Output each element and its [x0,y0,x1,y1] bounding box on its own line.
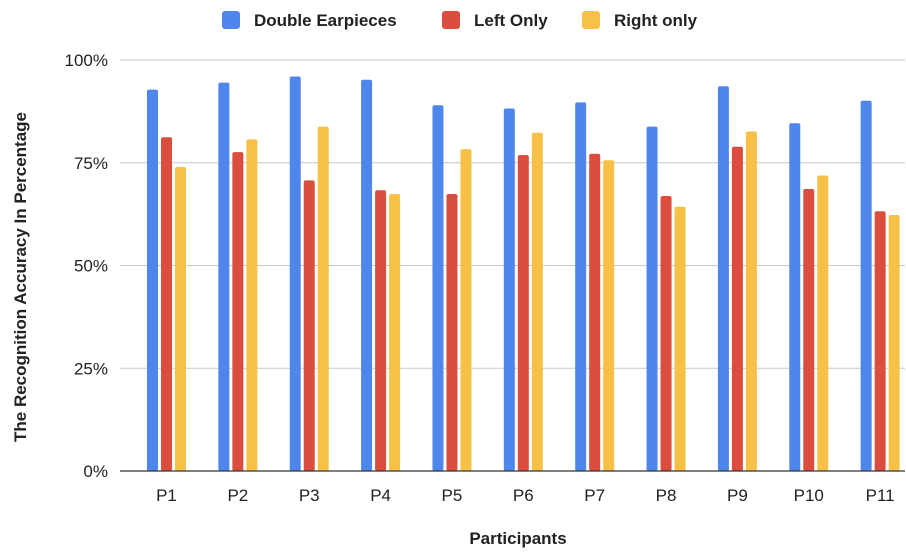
x-tick-label: P9 [727,486,748,505]
legend-swatch [442,11,460,29]
bar-right-only-p1 [175,166,186,472]
x-tick-label: P5 [442,486,463,505]
bar-double-earpieces-p4 [361,79,373,471]
y-tick-label: 0% [83,462,108,481]
bar-left-only-p3 [303,180,315,471]
bar-left-only-p10 [803,189,815,471]
legend-swatch [582,11,600,29]
x-tick-label: P6 [513,486,534,505]
x-tick-label: P1 [156,486,177,505]
y-tick-label: 100% [65,51,108,70]
x-tick-label: P4 [370,486,391,505]
bar-left-only-p5 [446,193,458,471]
legend-label: Left Only [474,11,548,30]
x-axis-ticks: P1 P2 P3 P4 P5 P6 P7 P8 P9 P10 P11 [156,486,895,505]
bar-right-only-p9 [745,131,757,471]
bar-left-only-p4 [375,190,387,472]
legend-label: Right only [614,11,698,30]
x-axis-title: Participants [469,529,566,548]
bar-right-only-p3 [317,126,329,471]
bar-double-earpieces-p8 [646,126,658,471]
bar-double-earpieces-p6 [503,108,515,472]
bar-double-earpieces-p1 [147,89,158,471]
bar-double-earpieces-p7 [575,102,587,471]
bar-right-only-p11 [888,214,900,471]
bar-double-earpieces-p11 [860,100,872,472]
bar-double-earpieces-p2 [218,82,230,471]
x-tick-label: P11 [866,486,895,505]
x-tick-label: P7 [584,486,605,505]
bar-left-only-p1 [161,137,172,471]
y-tick-label: 50% [74,257,108,276]
bar-left-only-p2 [232,152,244,471]
bar-right-only-p2 [246,139,258,471]
bar-double-earpieces-p9 [717,86,729,471]
legend: Double Earpieces Left Only Right only [222,11,698,30]
bar-left-only-p8 [660,196,672,471]
y-axis-title: The Recognition Accuracy In Percentage [11,112,30,442]
y-axis-ticks: 0% 25% 50% 75% 100% [65,51,108,481]
y-tick-label: 75% [74,154,108,173]
bar-right-only-p8 [674,206,686,472]
bar-right-only-p4 [389,193,401,471]
bars [147,76,900,472]
bar-right-only-p7 [603,160,615,471]
legend-label: Double Earpieces [254,11,397,30]
legend-swatch [222,11,240,29]
bar-left-only-p6 [517,154,529,472]
bar-left-only-p11 [874,211,886,472]
x-tick-label: P8 [656,486,677,505]
bar-right-only-p10 [817,175,829,471]
bar-left-only-p9 [731,146,743,471]
bar-right-only-p6 [531,132,543,471]
y-tick-label: 25% [74,359,108,378]
bar-double-earpieces-p10 [789,123,801,471]
x-tick-label: P3 [299,486,320,505]
x-tick-label: P2 [227,486,248,505]
bar-left-only-p7 [589,153,601,471]
x-tick-label: P10 [794,486,824,505]
bar-double-earpieces-p5 [432,105,444,472]
bar-double-earpieces-p3 [289,76,301,471]
bar-right-only-p5 [460,149,472,471]
